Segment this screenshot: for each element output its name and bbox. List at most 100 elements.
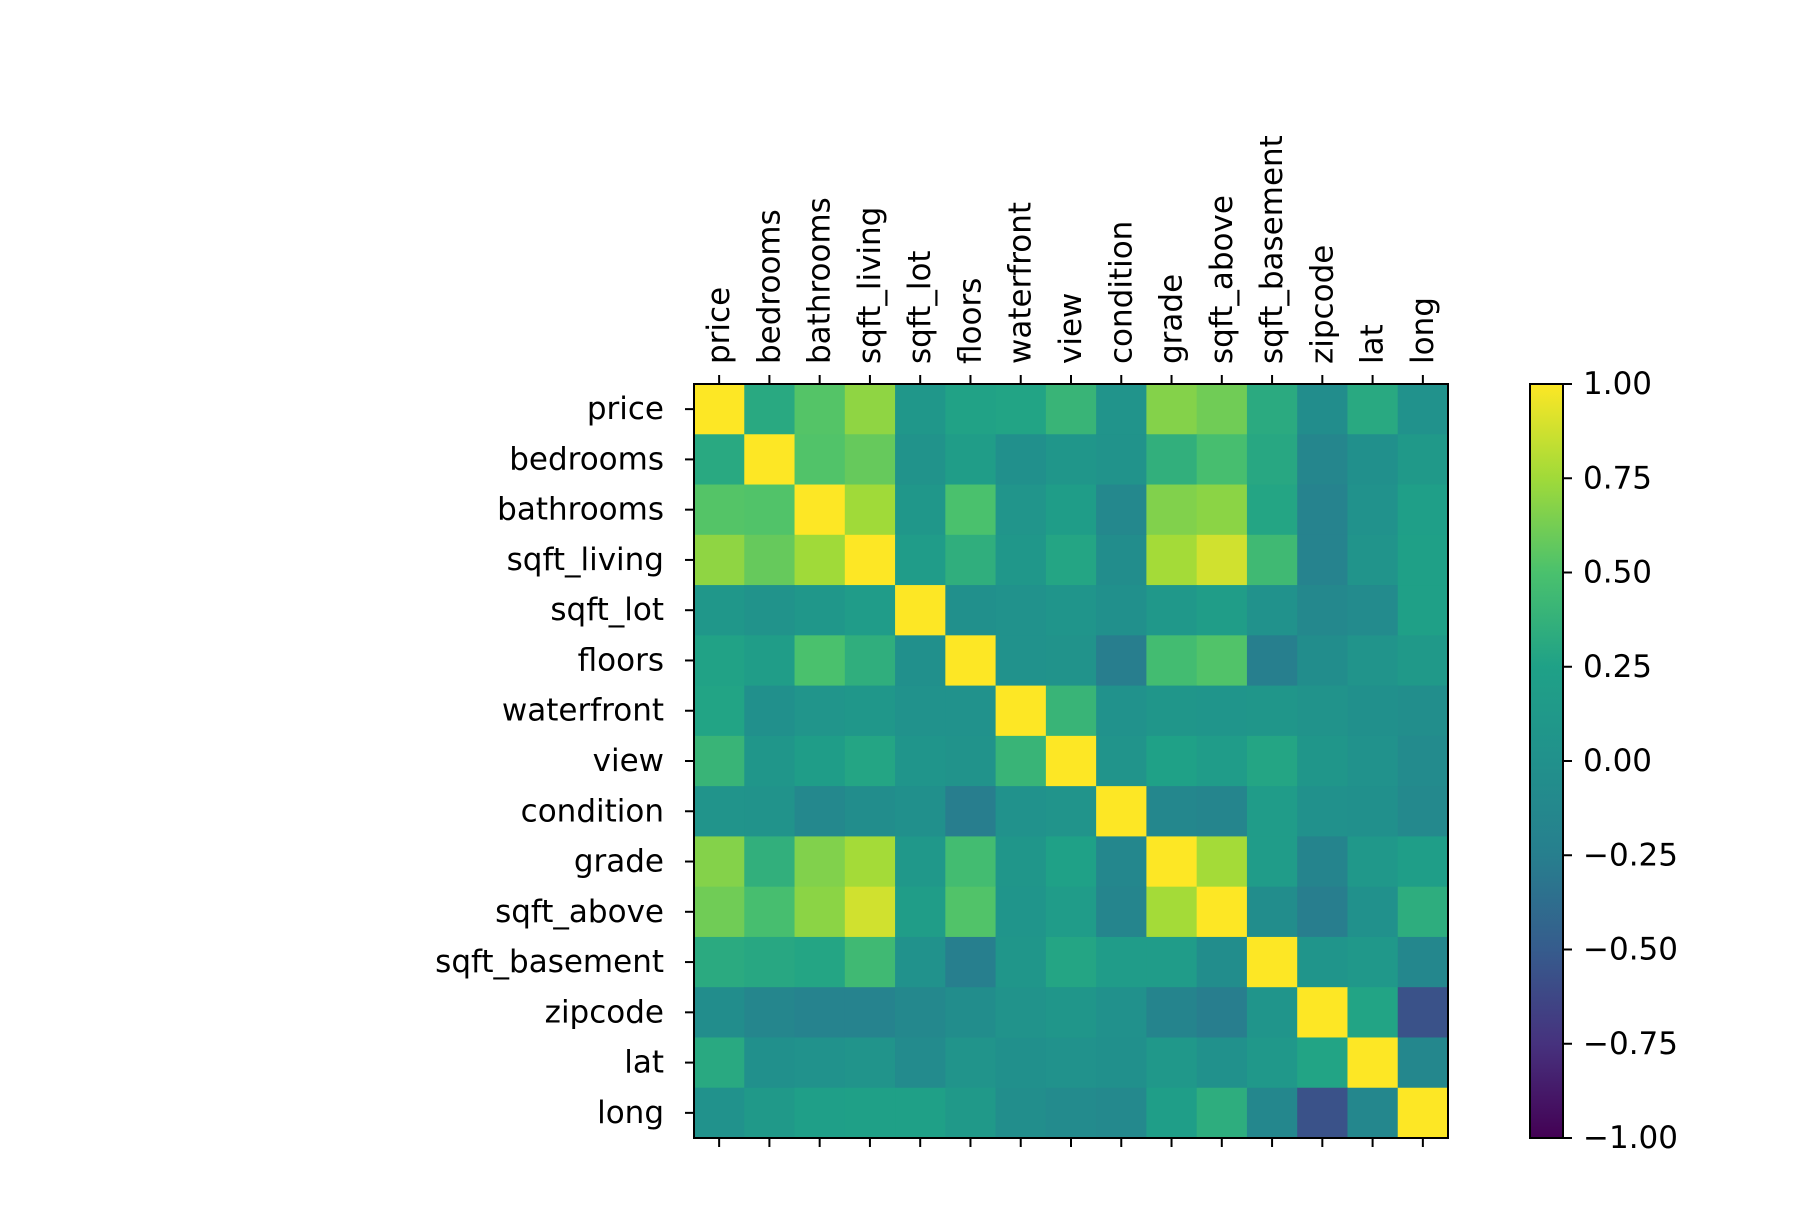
heatmap-cell bbox=[1045, 635, 1097, 687]
heatmap-cell bbox=[1246, 685, 1298, 737]
y-tick-label: condition bbox=[521, 793, 664, 829]
y-tick-label: view bbox=[593, 743, 664, 779]
colorbar-tick-label: −0.50 bbox=[1583, 932, 1678, 968]
heatmap-cell bbox=[694, 685, 745, 737]
heatmap-cell bbox=[1246, 534, 1298, 586]
y-tick-label: bedrooms bbox=[509, 441, 664, 477]
heatmap-cell bbox=[1096, 685, 1147, 737]
heatmap-cell bbox=[995, 585, 1047, 636]
x-tick-label: sqft_lot bbox=[902, 250, 938, 364]
heatmap-cell bbox=[1347, 635, 1399, 687]
heatmap-cell bbox=[744, 886, 796, 938]
heatmap-cell bbox=[1297, 384, 1349, 435]
x-tick-label: floors bbox=[952, 278, 988, 364]
colorbar: 1.00 0.75 0.50 0.25 0.00 −0.25 −0.50 −0.75 −1.00 bbox=[1529, 366, 1678, 1156]
heatmap-cell bbox=[1096, 1037, 1147, 1089]
heatmap-cell bbox=[1347, 484, 1399, 536]
heatmap-cell bbox=[1196, 484, 1248, 536]
y-tick-label: price bbox=[587, 391, 664, 427]
heatmap-cell bbox=[744, 936, 796, 988]
heatmap-cell bbox=[844, 434, 896, 486]
heatmap-cell bbox=[1397, 1087, 1449, 1139]
heatmap-cell bbox=[844, 534, 896, 586]
heatmap-cell bbox=[1146, 987, 1198, 1039]
heatmap-cell bbox=[995, 936, 1047, 988]
heatmap-cell bbox=[794, 1037, 846, 1089]
heatmap-cell bbox=[1045, 585, 1097, 636]
heatmap-cell bbox=[694, 1087, 745, 1139]
heatmap-cell bbox=[1096, 936, 1147, 988]
heatmap-cell bbox=[895, 635, 946, 687]
y-tick-label: sqft_basement bbox=[435, 944, 664, 980]
heatmap-cell bbox=[694, 635, 745, 687]
heatmap-cell bbox=[1146, 635, 1198, 687]
x-tick-label: long bbox=[1405, 297, 1441, 364]
heatmap-cell bbox=[794, 836, 846, 888]
heatmap-cell bbox=[844, 786, 896, 837]
heatmap-cells bbox=[694, 384, 1449, 1139]
heatmap-frame bbox=[685, 375, 1449, 1147]
heatmap-cell bbox=[995, 685, 1047, 737]
heatmap-cell bbox=[995, 735, 1047, 787]
heatmap-cell bbox=[945, 484, 997, 536]
heatmap-cell bbox=[1146, 685, 1198, 737]
heatmap-cell bbox=[744, 585, 796, 636]
heatmap-cell bbox=[794, 1087, 846, 1139]
heatmap-cell bbox=[1347, 1037, 1399, 1089]
heatmap-cell bbox=[1196, 635, 1248, 687]
heatmap-cell bbox=[895, 786, 946, 837]
heatmap-cell bbox=[794, 786, 846, 837]
y-tick-label: floors bbox=[578, 642, 664, 678]
heatmap-cell bbox=[1146, 936, 1198, 988]
heatmap-cell bbox=[794, 585, 846, 636]
heatmap-cell bbox=[995, 786, 1047, 837]
heatmap-cell bbox=[945, 384, 997, 435]
heatmap-cell bbox=[1246, 936, 1298, 988]
heatmap-cell bbox=[844, 886, 896, 938]
colorbar-tick-label: 0.00 bbox=[1583, 743, 1652, 779]
heatmap-cell bbox=[744, 484, 796, 536]
y-tick-label: lat bbox=[624, 1045, 664, 1081]
heatmap-cell bbox=[995, 534, 1047, 586]
x-tick-label: price bbox=[701, 287, 737, 364]
heatmap-cell bbox=[1397, 685, 1449, 737]
heatmap-cell bbox=[1196, 384, 1248, 435]
heatmap-cell bbox=[1397, 585, 1449, 636]
y-tick-label: long bbox=[597, 1095, 664, 1131]
heatmap-cell bbox=[844, 735, 896, 787]
heatmap-cell bbox=[1246, 735, 1298, 787]
heatmap-cell bbox=[1397, 836, 1449, 888]
heatmap-cell bbox=[1297, 1037, 1349, 1089]
heatmap-cell bbox=[945, 1037, 997, 1089]
heatmap-cell bbox=[895, 585, 946, 636]
x-tick-label: lat bbox=[1355, 324, 1391, 364]
heatmap-cell bbox=[1297, 585, 1349, 636]
heatmap-cell bbox=[1045, 384, 1097, 435]
heatmap-cell bbox=[844, 685, 896, 737]
heatmap-cell bbox=[744, 735, 796, 787]
colorbar-tick-label: −0.75 bbox=[1583, 1026, 1678, 1062]
x-tick-label: grade bbox=[1154, 274, 1190, 364]
heatmap-cell bbox=[1096, 384, 1147, 435]
y-tick-label: bathrooms bbox=[497, 492, 664, 528]
heatmap-cell bbox=[1397, 936, 1449, 988]
heatmap-cell bbox=[694, 886, 745, 938]
heatmap-cell bbox=[995, 1037, 1047, 1089]
colorbar-tick-label: −0.25 bbox=[1583, 837, 1678, 873]
heatmap-cell bbox=[794, 635, 846, 687]
heatmap-cell bbox=[1045, 534, 1097, 586]
heatmap-cell bbox=[1347, 384, 1399, 435]
colorbar-tick-label: 0.50 bbox=[1583, 555, 1652, 591]
heatmap-cell bbox=[744, 635, 796, 687]
heatmap-cell bbox=[1045, 1087, 1097, 1139]
heatmap-cell bbox=[694, 484, 745, 536]
heatmap-cell bbox=[1246, 1087, 1298, 1139]
heatmap-cell bbox=[945, 886, 997, 938]
heatmap-cell bbox=[1196, 836, 1248, 888]
heatmap-cell bbox=[794, 987, 846, 1039]
heatmap-cell bbox=[1196, 1037, 1248, 1089]
heatmap-cell bbox=[1397, 786, 1449, 837]
heatmap-cell bbox=[844, 384, 896, 435]
heatmap-cell bbox=[1297, 685, 1349, 737]
